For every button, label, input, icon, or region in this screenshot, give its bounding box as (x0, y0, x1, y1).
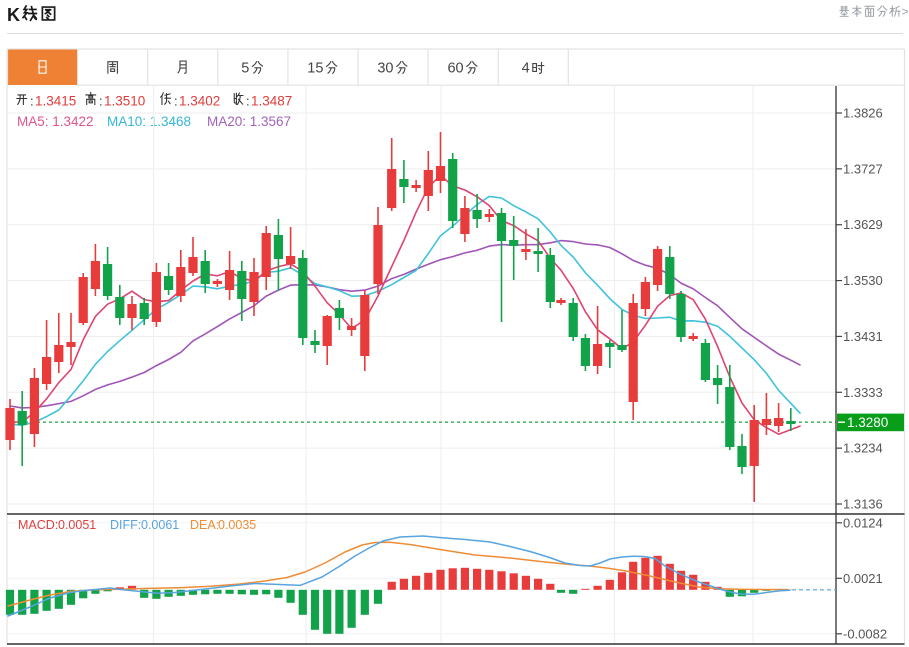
svg-text:1.3530: 1.3530 (843, 273, 883, 288)
svg-text:0.0061: 0.0061 (141, 518, 179, 532)
svg-text:1.3727: 1.3727 (843, 161, 883, 176)
svg-text:MA10: 1.3468: MA10: 1.3468 (107, 114, 191, 129)
svg-text::: : (99, 94, 103, 109)
svg-text:1.3487: 1.3487 (251, 94, 292, 109)
svg-text:1.3629: 1.3629 (843, 217, 883, 232)
svg-text:MACD:: MACD: (18, 518, 58, 532)
svg-text:DEA:: DEA: (190, 518, 219, 532)
svg-text:5: 5 (241, 61, 249, 77)
svg-text:4: 4 (522, 61, 530, 77)
svg-text:60: 60 (447, 61, 463, 77)
svg-text::: : (30, 94, 34, 109)
svg-text:1.3234: 1.3234 (843, 441, 883, 456)
svg-text:0.0124: 0.0124 (843, 515, 883, 530)
svg-text:DIFF:: DIFF: (110, 518, 141, 532)
svg-text:1.3402: 1.3402 (179, 94, 220, 109)
svg-text:1.3431: 1.3431 (843, 329, 883, 344)
svg-text:0.0021: 0.0021 (843, 571, 883, 586)
svg-text::: : (246, 94, 250, 109)
svg-text:1.3280: 1.3280 (847, 415, 888, 430)
svg-text:>: > (902, 5, 909, 19)
svg-text:1.3415: 1.3415 (35, 94, 76, 109)
svg-text:15: 15 (307, 61, 323, 77)
svg-text:K: K (7, 5, 20, 25)
svg-text:1.3333: 1.3333 (843, 385, 883, 400)
svg-text:-0.0082: -0.0082 (843, 626, 887, 641)
svg-text:1.3826: 1.3826 (843, 106, 883, 121)
svg-text:30: 30 (377, 61, 393, 77)
svg-text:1.3510: 1.3510 (104, 94, 145, 109)
svg-text:0.0035: 0.0035 (218, 518, 256, 532)
svg-text:0.0051: 0.0051 (58, 518, 96, 532)
svg-text:1.3136: 1.3136 (843, 497, 883, 512)
svg-text:MA5: 1.3422: MA5: 1.3422 (17, 114, 94, 129)
svg-text::: : (174, 94, 178, 109)
svg-text:MA20: 1.3567: MA20: 1.3567 (207, 114, 291, 129)
